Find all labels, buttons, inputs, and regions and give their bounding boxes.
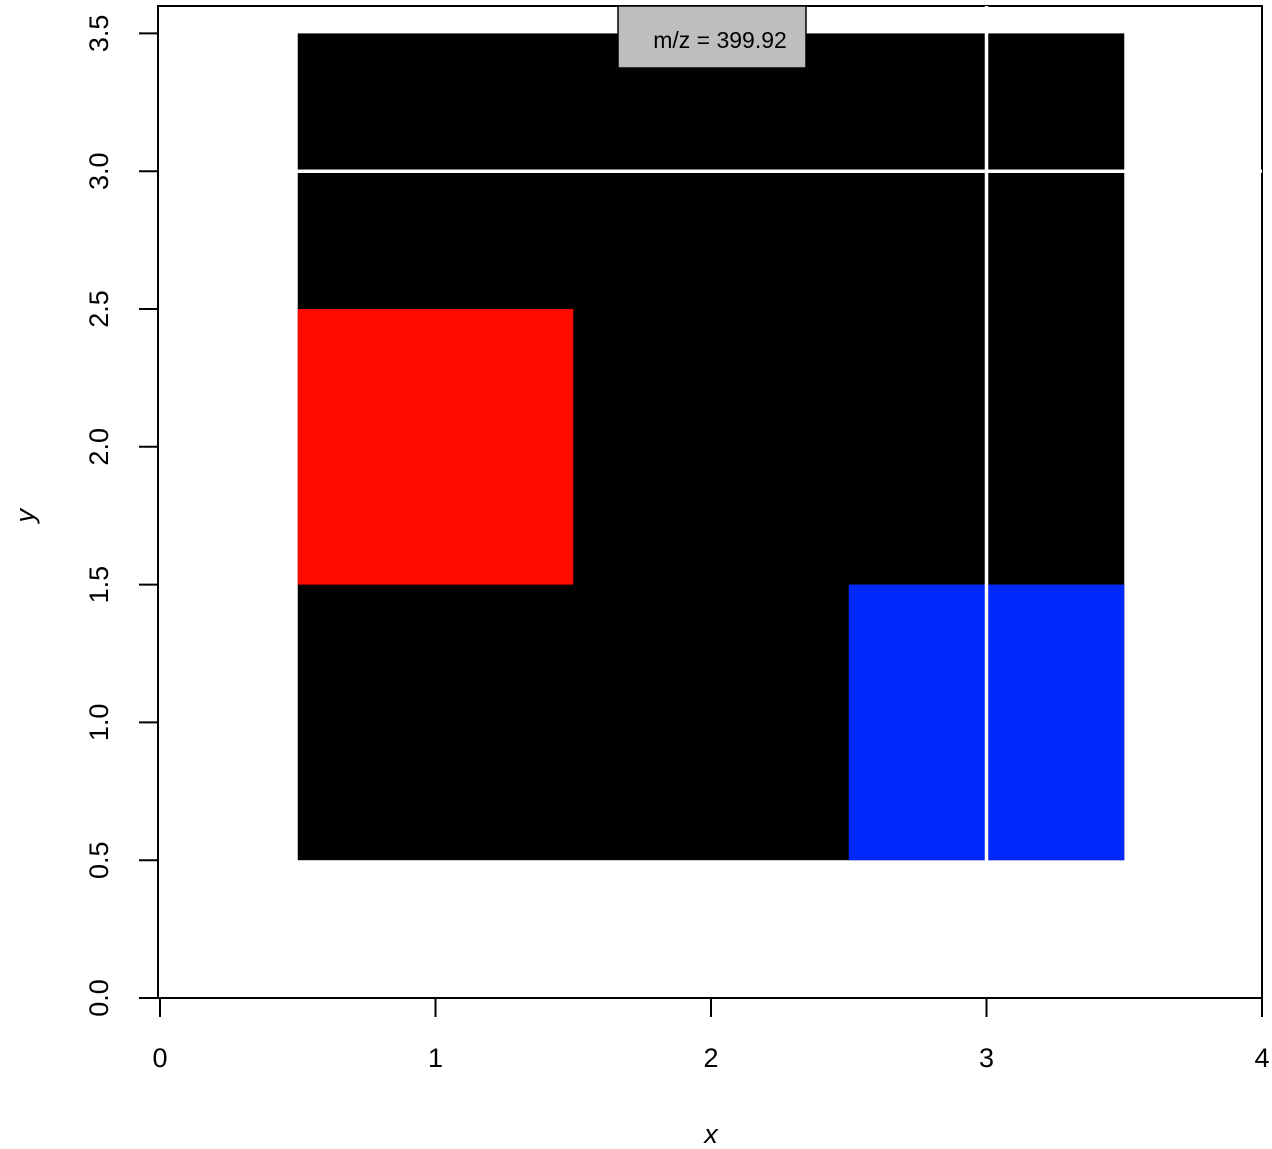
x-tick-label-4: 4 — [1254, 1043, 1269, 1073]
annotation-badge — [617, 5, 807, 69]
crosshair — [158, 6, 1262, 998]
y-axis-title: y — [10, 507, 40, 524]
x-axis-title: x — [702, 1119, 719, 1149]
x-tick-label-2: 2 — [703, 1043, 718, 1073]
y-tick-label-5: 2.5 — [84, 290, 114, 328]
annotation: m/z = 399.92 — [617, 5, 807, 69]
x-tick-label-3: 3 — [979, 1043, 994, 1073]
heatmap-cells — [297, 33, 1125, 861]
y-tick-label-2: 1.0 — [84, 704, 114, 742]
axes: 0 1 2 3 4 0.0 0.5 1.0 1.5 2.0 2.5 3.0 3.5 — [84, 15, 1270, 1073]
y-tick-label-3: 1.5 — [84, 566, 114, 604]
x-tick-label-1: 1 — [428, 1043, 443, 1073]
y-tick-label-4: 2.0 — [84, 428, 114, 466]
y-tick-label-7: 3.5 — [84, 15, 114, 53]
heatmap-cell-0 — [297, 309, 574, 585]
annotation-label: m/z = 399.92 — [653, 27, 787, 53]
x-tick-label-0: 0 — [152, 1043, 167, 1073]
y-tick-label-0: 0.0 — [84, 979, 114, 1017]
y-tick-label-6: 3.0 — [84, 152, 114, 190]
y-tick-label-1: 0.5 — [84, 841, 114, 879]
